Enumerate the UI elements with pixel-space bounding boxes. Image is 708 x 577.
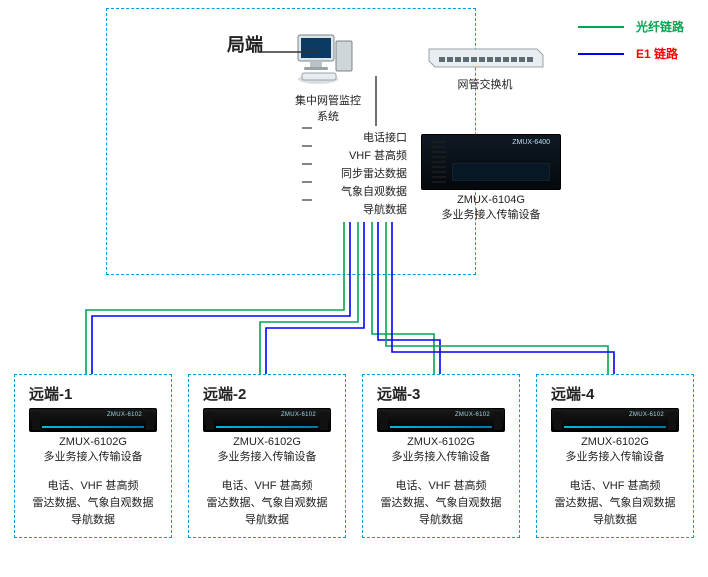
remote-device-icon: ZMUX-6102 (551, 408, 679, 432)
remote-device-badge: ZMUX-6102 (629, 412, 664, 418)
remote-sites: 远端-1ZMUX-6102ZMUX-6102G多业务接入传输设备电话、VHF 甚… (14, 374, 694, 538)
remote-service-item: 导航数据 (537, 512, 693, 529)
remote-box-4: 远端-4ZMUX-6102ZMUX-6102G多业务接入传输设备电话、VHF 甚… (536, 374, 694, 538)
remote-device-model: ZMUX-6102G (28, 436, 158, 448)
remote-device-icon: ZMUX-6102 (29, 408, 157, 432)
legend: 光纤链路 E1 链路 (578, 18, 684, 72)
remote-title: 远端-4 (537, 381, 693, 408)
remote-service-list: 电话、VHF 甚高频雷达数据、气象自观数据导航数据 (537, 478, 693, 529)
service-item: 同步雷达数据 (277, 165, 407, 183)
remote-device-desc: 多业务接入传输设备 (376, 448, 506, 464)
service-list: 电话接口 VHF 甚高频 同步雷达数据 气象自观数据 导航数据 (277, 129, 407, 219)
nms-pc-label: 集中网管监控系统 (293, 92, 363, 124)
remote-device-icon: ZMUX-6102 (377, 408, 505, 432)
remote-title: 远端-1 (15, 381, 171, 408)
remote-box-3: 远端-3ZMUX-6102ZMUX-6102G多业务接入传输设备电话、VHF 甚… (362, 374, 520, 538)
remote-device-badge: ZMUX-6102 (455, 412, 490, 418)
remote-service-item: 雷达数据、气象自观数据 (537, 495, 693, 512)
remote-service-item: 电话、VHF 甚高频 (15, 478, 171, 495)
switch-icon (425, 43, 545, 69)
legend-fiber-label: 光纤链路 (636, 18, 684, 35)
remote-service-item: 电话、VHF 甚高频 (363, 478, 519, 495)
remote-service-list: 电话、VHF 甚高频雷达数据、气象自观数据导航数据 (363, 478, 519, 529)
service-item: VHF 甚高频 (277, 147, 407, 165)
remote-device-model: ZMUX-6102G (550, 436, 680, 448)
remote-title: 远端-3 (363, 381, 519, 408)
remote-device-desc: 多业务接入传输设备 (550, 448, 680, 464)
remote-device: ZMUX-6102 ZMUX-6102G多业务接入传输设备 (550, 408, 680, 464)
remote-service-list: 电话、VHF 甚高频雷达数据、气象自观数据导航数据 (15, 478, 171, 529)
remote-device-badge: ZMUX-6102 (107, 412, 142, 418)
remote-service-item: 雷达数据、气象自观数据 (15, 495, 171, 512)
remote-service-item: 雷达数据、气象自观数据 (189, 495, 345, 512)
remote-device: ZMUX-6102 ZMUX-6102G多业务接入传输设备 (376, 408, 506, 464)
central-office-box: 局端 集中网管监控系统 (106, 8, 476, 275)
service-item: 电话接口 (277, 129, 407, 147)
service-item: 导航数据 (277, 201, 407, 219)
remote-service-item: 电话、VHF 甚高频 (537, 478, 693, 495)
remote-device-desc: 多业务接入传输设备 (202, 448, 332, 464)
legend-fiber: 光纤链路 (578, 18, 684, 35)
remote-service-item: 导航数据 (189, 512, 345, 529)
remote-box-2: 远端-2ZMUX-6102ZMUX-6102G多业务接入传输设备电话、VHF 甚… (188, 374, 346, 538)
main-device: ZMUX-6400 ZMUX-6104G 多业务接入传输设备 (417, 134, 565, 222)
remote-device-model: ZMUX-6102G (202, 436, 332, 448)
remote-device-badge: ZMUX-6102 (281, 412, 316, 418)
nms-pc: 集中网管监控系统 (293, 33, 363, 124)
legend-e1-line (578, 53, 624, 55)
diagram-root: 光纤链路 E1 链路 局端 集中网管监控系统 (0, 0, 708, 577)
remote-service-list: 电话、VHF 甚高频雷达数据、气象自观数据导航数据 (189, 478, 345, 529)
remote-device-desc: 多业务接入传输设备 (28, 448, 158, 464)
nms-switch: 网管交换机 (425, 43, 545, 92)
remote-service-item: 导航数据 (15, 512, 171, 529)
legend-fiber-line (578, 26, 624, 28)
main-device-icon: ZMUX-6400 (421, 134, 561, 190)
remote-service-item: 雷达数据、气象自观数据 (363, 495, 519, 512)
nms-switch-label: 网管交换机 (425, 76, 545, 92)
remote-device-icon: ZMUX-6102 (203, 408, 331, 432)
pc-icon (296, 33, 360, 85)
remote-device: ZMUX-6102 ZMUX-6102G多业务接入传输设备 (28, 408, 158, 464)
service-item: 气象自观数据 (277, 183, 407, 201)
remote-box-1: 远端-1ZMUX-6102ZMUX-6102G多业务接入传输设备电话、VHF 甚… (14, 374, 172, 538)
remote-service-item: 电话、VHF 甚高频 (189, 478, 345, 495)
legend-e1-label: E1 链路 (636, 45, 678, 62)
remote-service-item: 导航数据 (363, 512, 519, 529)
main-device-badge: ZMUX-6400 (512, 139, 550, 146)
main-device-model: ZMUX-6104G (417, 194, 565, 206)
remote-device: ZMUX-6102 ZMUX-6102G多业务接入传输设备 (202, 408, 332, 464)
main-device-desc: 多业务接入传输设备 (417, 206, 565, 222)
legend-e1: E1 链路 (578, 45, 684, 62)
remote-title: 远端-2 (189, 381, 345, 408)
remote-device-model: ZMUX-6102G (376, 436, 506, 448)
central-office-title: 局端 (227, 31, 263, 57)
